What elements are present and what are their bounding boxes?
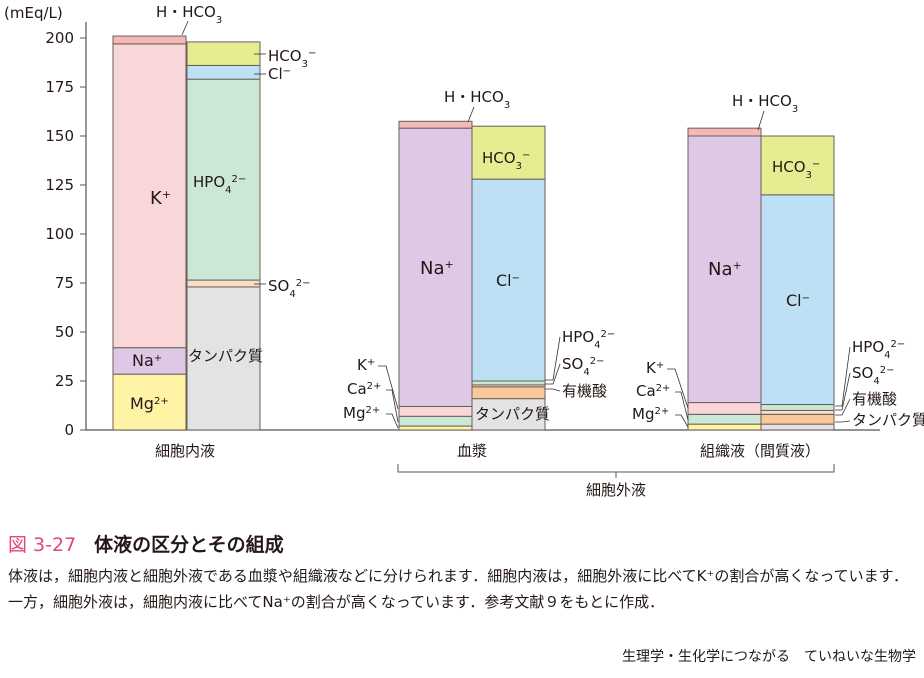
- bar-segment-2-1-3: [760, 404, 835, 411]
- category-label-isf: 組織液（間質液）: [700, 442, 820, 460]
- bar-segment-2-1-5: [760, 135, 835, 196]
- bar-segment-1-0-2: [398, 405, 473, 417]
- label-plasma-ca: Ca2+: [347, 380, 381, 398]
- bar-segment-2-0-2: [687, 402, 762, 415]
- y-tick-label: 175: [45, 78, 74, 96]
- bar-segment-2-1-4: [760, 194, 835, 406]
- bar-segment-1-0-1: [398, 415, 473, 427]
- category-label-icf: 細胞内液: [155, 442, 215, 460]
- y-tick-label: 100: [45, 225, 74, 243]
- label-icf-cl: Cl−: [268, 65, 291, 83]
- label-isf-hpo4: HPO42−: [852, 338, 905, 361]
- bar-segment-0-0-2: [112, 43, 187, 349]
- label-plasma-mg: Mg2+: [343, 404, 380, 422]
- label-plasma-h-hco3: H・HCO3: [444, 88, 510, 111]
- bar-segment-2-0-0: [687, 423, 762, 431]
- bar-segment-0-0-3: [112, 35, 187, 45]
- label-isf-protein: タンパク質: [852, 411, 924, 429]
- figure-caption-title: 図 3-27 体液の区分とその組成: [8, 530, 284, 557]
- y-tick-label: 125: [45, 176, 74, 194]
- bar-segment-0-1-3: [186, 64, 261, 80]
- label-isf-k: K+: [646, 359, 664, 377]
- bar-segment-0-1-1: [186, 279, 261, 288]
- y-tick-label: 0: [64, 421, 74, 439]
- label-icf-protein: タンパク質: [188, 347, 263, 365]
- bar-segment-1-1-1: [471, 386, 546, 400]
- label-isf-h-hco3: H・HCO3: [732, 92, 798, 115]
- label-isf-ca: Ca2+: [636, 382, 670, 400]
- bar-segment-0-0-1: [112, 347, 187, 375]
- label-plasma-k: K+: [357, 356, 375, 374]
- bar-segment-1-0-4: [398, 120, 473, 129]
- ecf-bracket: [397, 464, 835, 473]
- bar-segment-2-0-4: [687, 127, 762, 137]
- bar-segment-2-0-1: [687, 413, 762, 425]
- label-isf-mg: Mg2+: [632, 405, 669, 423]
- figure-source: 生理学・生化学につながる ていねいな生物学: [622, 649, 916, 665]
- bar-segment-0-1-2: [186, 78, 261, 281]
- label-plasma-so4: SO42−: [562, 355, 604, 378]
- label-plasma-hpo4: HPO42−: [562, 328, 615, 351]
- y-tick-label: 150: [45, 127, 74, 145]
- label-plasma-organic-acid: 有機酸: [562, 382, 607, 400]
- bar-segment-2-1-1: [760, 413, 835, 425]
- bar-segment-0-1-0: [186, 286, 261, 431]
- bar-segment-1-1-0: [471, 398, 546, 431]
- bar-segment-2-0-3: [687, 135, 762, 404]
- bar-segment-0-1-4: [186, 41, 261, 66]
- bar-segment-0-0-0: [112, 373, 187, 431]
- figure-caption-body: 体液は，細胞内液と細胞外液である血漿や組織液などに分けられます．細胞内液は，細胞…: [8, 567, 909, 611]
- bar-segment-2-1-0: [760, 423, 835, 431]
- category-label-plasma: 血漿: [457, 442, 487, 460]
- figure-number: 図 3-27: [8, 534, 77, 556]
- label-isf-so4: SO42−: [852, 364, 894, 387]
- bar-segment-2-1-2: [760, 409, 835, 415]
- label-icf-so4: SO42−: [268, 277, 310, 300]
- label-icf-h-hco3: H・HCO3: [156, 3, 222, 26]
- ecf-bracket-label: 細胞外液: [586, 481, 646, 499]
- label-plasma-protein: タンパク質: [475, 405, 550, 423]
- bar-segment-1-1-4: [471, 178, 546, 382]
- bar-segment-1-0-0: [398, 425, 473, 431]
- y-tick-label: 50: [55, 323, 74, 341]
- y-tick-label: 75: [55, 274, 74, 292]
- y-axis-label: (mEq/L): [4, 4, 63, 22]
- figure-title: 体液の区分とその組成: [94, 534, 284, 556]
- bar-segment-1-1-5: [471, 125, 546, 180]
- y-tick-label: 200: [45, 29, 74, 47]
- y-tick-label: 25: [55, 372, 74, 390]
- label-isf-organic-acid: 有機酸: [852, 390, 897, 408]
- bar-segment-1-1-3: [471, 380, 546, 386]
